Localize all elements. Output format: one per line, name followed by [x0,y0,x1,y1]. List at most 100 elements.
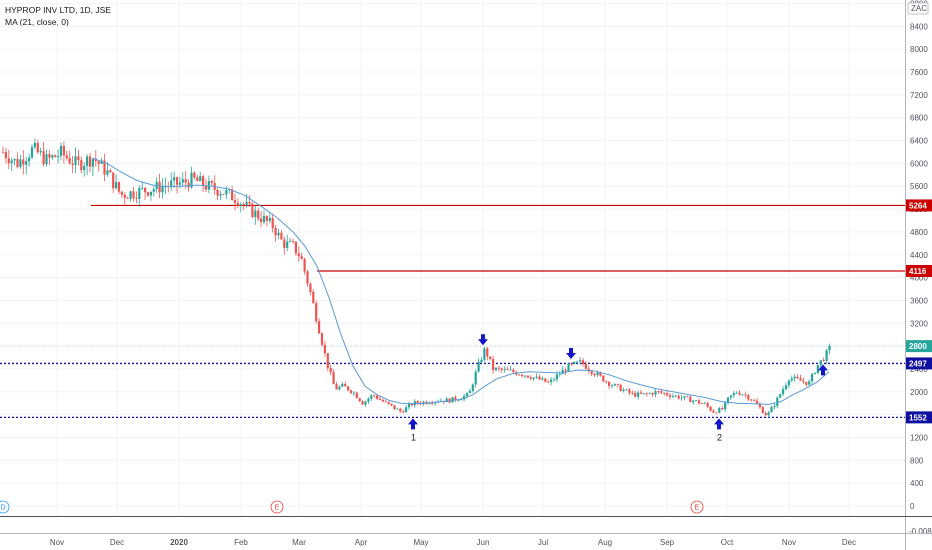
candle-body [10,160,13,164]
candle-body [239,204,242,207]
candle-body [45,154,48,165]
candle-body [500,368,503,370]
candle-body [686,396,689,398]
candle-body [399,408,402,412]
price-tag [906,264,932,277]
candle-body [138,188,141,199]
candle-body [523,375,527,377]
price-tag-label: 1552 [909,413,927,422]
candle-body [828,345,831,351]
x-tick-label: Mar [292,538,306,547]
candle-body [753,400,756,402]
candle-body [593,373,596,376]
candle-body [187,182,190,188]
y-tick-label: 1200 [910,433,928,442]
candle-body [570,363,573,365]
y-tick-label: 8000 [910,45,928,54]
y-tick-label: 6800 [910,114,928,123]
candle-body [236,202,239,207]
candle-body [787,380,790,386]
candle-body [552,379,556,381]
candle-body [106,170,109,175]
candle-body [431,403,434,405]
y-tick-label: -0.0088 [909,527,932,536]
candle-body [326,353,329,368]
candle-body [22,159,25,165]
candle-body [387,401,390,404]
candle-body [173,177,176,181]
candle-body [77,156,80,161]
event-marker-label: D [0,505,5,512]
candle-body [196,177,199,182]
candle-body [175,177,179,185]
y-tick-label: 4000 [910,274,928,283]
candle-body [755,400,759,404]
x-tick-label: 2020 [170,538,188,547]
x-tick-label: Aug [598,538,612,547]
candle-body [454,397,457,401]
price-tag-label: 4116 [909,267,927,276]
candle-body [1,151,5,153]
candle-body [286,241,289,248]
candle-body [126,197,129,199]
candle-body [779,394,782,398]
candle-body [4,152,7,159]
candle-body [178,182,181,185]
candle-body [477,362,480,372]
candle-body [697,400,701,404]
candle-body [576,361,579,363]
candle-body [509,369,512,371]
candle-body [584,364,587,369]
candle-body [480,359,483,363]
time-axis: Nov Dec 2020 Feb Mar Apr May Jun Jul Aug Sep Oct Nov… [0,516,932,547]
candle-body [62,145,65,156]
candle-body [567,363,570,372]
y-tick-label: 2400 [910,365,928,374]
y-tick-label: 5600 [910,182,928,191]
candle-body [799,378,802,381]
candle-body [86,156,89,166]
candle-body [573,361,576,364]
candle-body [671,396,674,397]
candle-body [541,378,544,380]
candle-body [776,397,779,406]
candle-body [396,408,399,410]
candle-body [782,389,785,395]
candle-body [242,204,245,205]
candle-body [657,391,660,392]
arrow-down-icon [478,334,488,346]
event-marker-icon [270,500,284,514]
candle-body [251,203,254,217]
candle-body [721,408,724,410]
moving-average-line [92,157,830,405]
candle-body [260,218,263,223]
candle-body [100,160,103,164]
candle-body [320,333,324,345]
candle-body [758,403,761,408]
arrow-up-icon [714,418,724,430]
candle-body [715,412,718,414]
candle-body [57,156,60,157]
price-tag-label: 2800 [909,342,927,351]
candle-body [393,405,396,410]
candle-body [158,181,161,193]
candle-body [796,376,799,379]
candle-body [811,373,814,382]
candle-body [468,390,471,394]
candle-body [193,172,196,178]
price-axis: 8800840080007600720068006400600056005200… [905,0,932,550]
candle-body [222,194,225,195]
candle-body [271,218,274,229]
y-tick-label: 3600 [910,296,928,305]
y-tick-label: 800 [910,456,924,465]
candle-body [767,412,770,416]
candle-body [610,385,614,387]
candle-body [274,228,277,236]
x-tick-label: Nov [50,538,64,547]
candle-body [726,397,730,403]
candle-body [149,191,152,196]
candle-body [680,397,683,399]
candle-body [364,401,367,405]
candle-body [645,393,648,395]
